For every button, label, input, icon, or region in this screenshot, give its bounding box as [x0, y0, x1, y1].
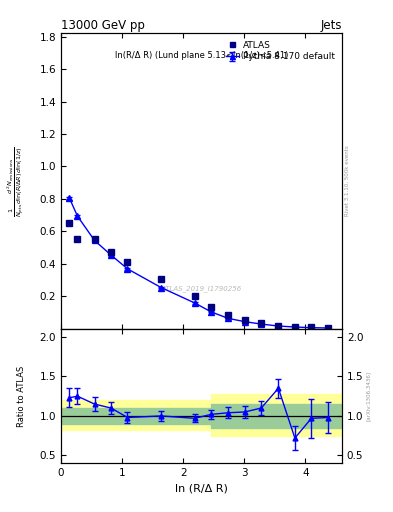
- Y-axis label: Rivet 3.1.10, 500k events: Rivet 3.1.10, 500k events: [345, 146, 350, 217]
- Legend: ATLAS, Pythia 8.170 default: ATLAS, Pythia 8.170 default: [223, 38, 338, 64]
- Text: Jets: Jets: [320, 19, 342, 32]
- ATLAS: [108, 249, 113, 255]
- ATLAS: [125, 259, 130, 265]
- ATLAS: [67, 220, 72, 226]
- Text: ln(R/Δ R) (Lund plane 5.13<ln(1/z)<5.41): ln(R/Δ R) (Lund plane 5.13<ln(1/z)<5.41): [115, 51, 288, 60]
- ATLAS: [226, 312, 231, 318]
- Y-axis label: Ratio to ATLAS: Ratio to ATLAS: [17, 366, 26, 427]
- ATLAS: [159, 276, 163, 283]
- Text: ATLAS_2019_I1790256: ATLAS_2019_I1790256: [161, 286, 242, 292]
- ATLAS: [309, 324, 314, 330]
- ATLAS: [92, 236, 97, 242]
- ATLAS: [75, 236, 80, 242]
- ATLAS: [276, 323, 281, 329]
- Line: ATLAS: ATLAS: [67, 220, 331, 330]
- Y-axis label: $\frac{1}{N_{\mathrm{jets}}}\frac{d^2 N_{\mathrm{emissions}}}{d\ln(R/\Delta R)\,: $\frac{1}{N_{\mathrm{jets}}}\frac{d^2 N_…: [5, 145, 26, 217]
- ATLAS: [292, 324, 297, 330]
- Text: 13000 GeV pp: 13000 GeV pp: [61, 19, 145, 32]
- X-axis label: ln (R/Δ R): ln (R/Δ R): [175, 484, 228, 494]
- Y-axis label: [arXiv:1306.3436]: [arXiv:1306.3436]: [366, 371, 371, 421]
- ATLAS: [259, 320, 264, 326]
- ATLAS: [242, 317, 247, 323]
- ATLAS: [209, 304, 213, 310]
- ATLAS: [192, 292, 197, 298]
- ATLAS: [325, 325, 330, 331]
